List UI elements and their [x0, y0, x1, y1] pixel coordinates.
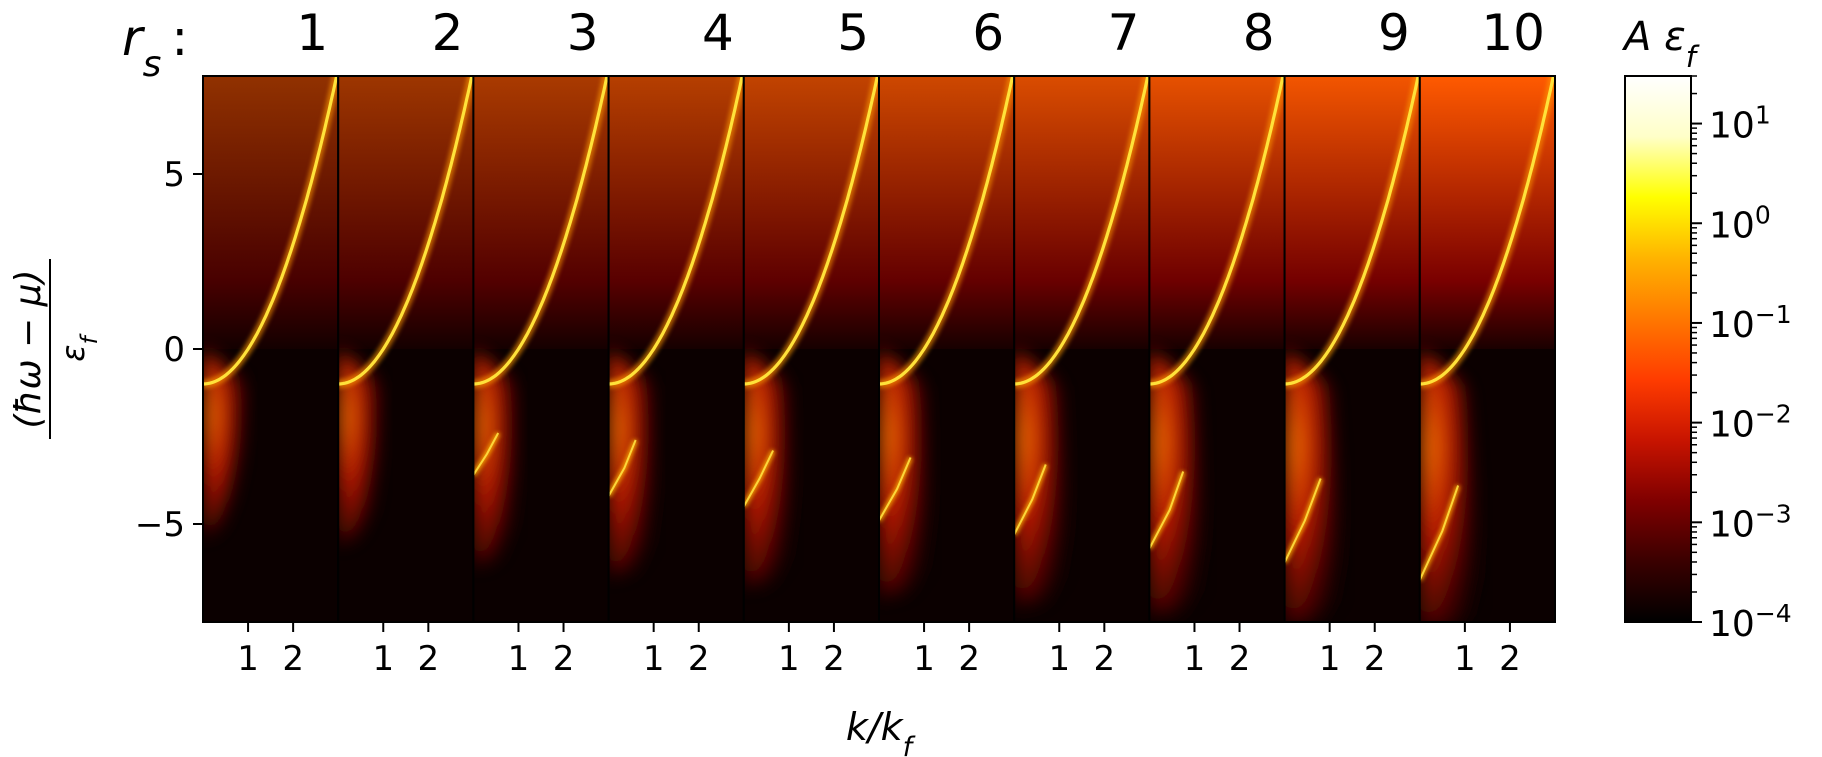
colorbar-tick-label: 10−4 — [1709, 599, 1792, 646]
colorbar-label: A εf — [1621, 14, 1700, 74]
incoherent-weight — [1419, 349, 1481, 622]
x-tick-label: 1 — [1454, 639, 1476, 679]
x-tick-label: 2 — [282, 639, 304, 679]
panels — [202, 75, 1557, 623]
y-label-numerator: (ħω − μ) — [8, 269, 49, 428]
heatmap-panel-rs-4 — [607, 75, 745, 623]
y-axis-label: (ħω − μ) εf — [8, 259, 103, 439]
rs-label: rs: — [122, 9, 188, 85]
colorbar-tick-label: 10−2 — [1709, 399, 1792, 446]
heatmap-panel-rs-6 — [878, 75, 1016, 623]
x-tick-label: 1 — [913, 639, 935, 679]
x-tick-label: 1 — [643, 639, 665, 679]
quasiparticle-dispersion — [473, 76, 609, 386]
x-tick-label: 2 — [553, 639, 575, 679]
plasmaron-core — [473, 432, 500, 476]
plasmaron-core — [1419, 485, 1460, 581]
x-tick-label: 1 — [1048, 639, 1070, 679]
quasiparticle-dispersion — [203, 76, 339, 386]
rs-value-7: 7 — [1108, 4, 1140, 62]
incoherent-weight — [203, 349, 249, 538]
rs-value-10: 10 — [1481, 4, 1545, 62]
plasmaron-core — [879, 457, 912, 521]
incoherent-weight — [1284, 349, 1344, 622]
rs-value-5: 5 — [837, 4, 869, 62]
heatmap-panel-rs-10 — [1418, 75, 1557, 623]
colorbar-tick-label: 100 — [1709, 200, 1771, 247]
incoherent-weight — [338, 349, 384, 545]
plasmaron-core — [1149, 471, 1185, 549]
y-tick-label: −5 — [135, 505, 185, 545]
y-tick-label: 0 — [163, 330, 185, 370]
x-tick-label: 1 — [1184, 639, 1206, 679]
heatmap-panel-rs-7 — [1013, 75, 1151, 623]
x-tick-label: 2 — [1499, 639, 1521, 679]
incoherent-weight — [743, 349, 794, 587]
heatmap-panel-rs-2 — [337, 75, 475, 623]
x-tick-label: 1 — [372, 639, 394, 679]
x-tick-label: 2 — [688, 639, 710, 679]
quasiparticle-dispersion — [1149, 76, 1285, 386]
x-tick-label: 2 — [1364, 639, 1386, 679]
x-axis-label: k/kf — [846, 705, 916, 757]
colorbar-tick-label: 10−1 — [1709, 299, 1792, 346]
rs-title-row: rs: 1 2 3 4 5 6 7 8 9 10 — [122, 4, 1545, 85]
heatmap-panel-rs-8 — [1148, 75, 1286, 623]
colorbar-tick-label: 10−3 — [1709, 499, 1792, 546]
x-tick-label: 1 — [778, 639, 800, 679]
colorbar-gradient — [1625, 76, 1691, 622]
quasiparticle-dispersion — [338, 76, 474, 386]
x-tick-label: 2 — [823, 639, 845, 679]
y-axis: 5 0 −5 (ħω − μ) εf — [8, 155, 203, 545]
x-axis: 1 2 1 2 1 2 1 2 1 2 1 2 1 2 1 2 1 2 1 2k/kf — [237, 622, 1521, 757]
y-tick-label: 5 — [163, 155, 185, 195]
x-tick-label: 2 — [418, 639, 440, 679]
quasiparticle-dispersion — [608, 76, 744, 386]
rs-value-8: 8 — [1243, 4, 1275, 62]
plasmaron-core — [1014, 464, 1047, 535]
heatmap-panel-rs-3 — [472, 75, 610, 623]
x-tick-label: 1 — [237, 639, 259, 679]
x-tick-label: 2 — [1229, 639, 1251, 679]
quasiparticle-dispersion — [879, 76, 1015, 386]
y-label-denominator: εf — [54, 333, 103, 361]
x-tick-label: 1 — [1319, 639, 1341, 679]
colorbar-tick-label: 101 — [1709, 100, 1771, 147]
rs-value-9: 9 — [1378, 4, 1410, 62]
heatmap-panel-rs-9 — [1283, 75, 1421, 623]
plasmaron-core — [743, 450, 774, 507]
rs-value-4: 4 — [702, 4, 734, 62]
quasiparticle-dispersion — [743, 76, 879, 386]
colorbar-frame — [1624, 75, 1692, 623]
heatmap-panel-rs-5 — [742, 75, 880, 623]
quasiparticle-dispersion — [1014, 76, 1150, 386]
colorbar: 101 100 10−1 10−2 10−3 10−4 A εf — [1621, 14, 1792, 645]
rs-value-1: 1 — [296, 4, 328, 62]
incoherent-weight — [608, 349, 656, 577]
plasmaron-core — [608, 439, 637, 497]
plasmaron-core — [1284, 478, 1322, 563]
quasiparticle-dispersion — [1284, 76, 1420, 386]
x-tick-label: 1 — [508, 639, 530, 679]
heatmap-panel-rs-1 — [202, 75, 340, 623]
x-tick-label: 2 — [1094, 639, 1116, 679]
incoherent-weight — [473, 349, 519, 566]
panel-frame — [1418, 75, 1557, 623]
rs-value-2: 2 — [432, 4, 464, 62]
rs-value-3: 3 — [567, 4, 599, 62]
x-tick-label: 2 — [958, 639, 980, 679]
quasiparticle-dispersion — [1419, 76, 1556, 386]
rs-value-6: 6 — [972, 4, 1004, 62]
